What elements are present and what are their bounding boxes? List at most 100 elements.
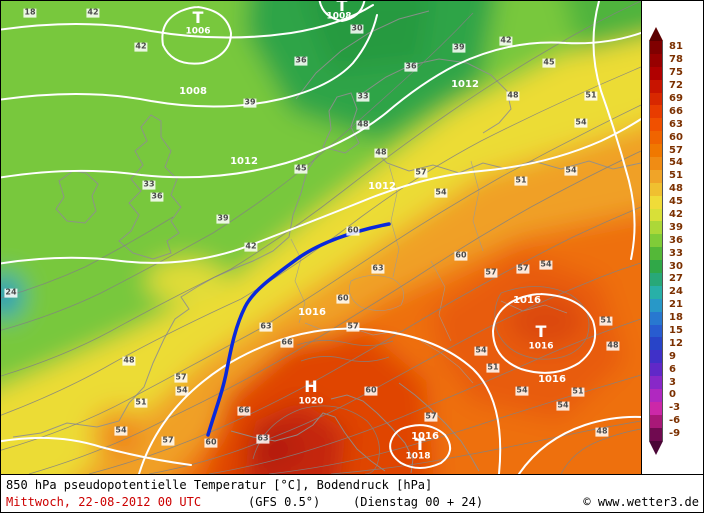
weather-map-svg — [1, 1, 641, 474]
isotherm-label: 48 — [506, 90, 520, 101]
pressure-system-value: 1006 — [185, 26, 211, 37]
isotherm-label: 42 — [499, 35, 513, 46]
colorbar-segment — [650, 376, 662, 390]
isotherm-label: 57 — [484, 267, 498, 278]
isotherm-label: 24 — [4, 287, 18, 298]
colorbar-segments — [649, 41, 663, 441]
isotherm-label: 60 — [336, 293, 350, 304]
colorbar-segment — [650, 337, 662, 351]
isotherm-label: 45 — [294, 163, 308, 174]
isotherm-contours — [1, 1, 641, 474]
isotherm-label: 57 — [414, 167, 428, 178]
isotherm-label: 39 — [243, 97, 257, 108]
colorbar-segment — [650, 66, 662, 80]
colorbar-segment — [650, 234, 662, 248]
isotherm-label: 39 — [216, 213, 230, 224]
colorbar: 81 78 75 72 69 66 63 60 57 54 51 48 45 42 39 36 33 30 27 24… — [649, 27, 703, 455]
colorbar-segment — [650, 389, 662, 402]
isotherm-label: 51 — [134, 397, 148, 408]
isotherm-label: 54 — [564, 165, 578, 176]
colorbar-label: 30 — [669, 260, 683, 272]
colorbar-segment — [650, 298, 662, 312]
colorbar-label: 3 — [669, 376, 676, 388]
isotherm-label: 36 — [294, 55, 308, 66]
isotherm-label: 48 — [606, 340, 620, 351]
isotherm-label: 54 — [574, 117, 588, 128]
colorbar-label: 42 — [669, 209, 683, 221]
pressure-system-value: 1020 — [298, 396, 324, 407]
isotherm-label: 60 — [346, 225, 360, 236]
colorbar-label: 18 — [669, 312, 683, 324]
pressure-system-value: 1008 — [326, 11, 352, 22]
colorbar-segment — [650, 427, 662, 441]
colorbar-segment — [650, 144, 662, 158]
pressure-system-value: 1018 — [405, 451, 431, 462]
isobar-label: 1008 — [179, 86, 207, 97]
isobar-label: 1012 — [230, 156, 258, 167]
colorbar-segment — [650, 53, 662, 67]
colorbar-segment — [650, 363, 662, 377]
colorbar-label: 6 — [669, 363, 676, 375]
isotherm-label: 57 — [174, 372, 188, 383]
colorbar-label: 60 — [669, 131, 683, 143]
pressure-system-symbol: H — [304, 377, 318, 396]
colorbar-segment — [650, 350, 662, 364]
isotherm-label: 66 — [237, 405, 251, 416]
isobar-label: 1016 — [538, 374, 566, 385]
isotherm-label: 48 — [595, 426, 609, 437]
colorbar-segment — [650, 285, 662, 299]
colorbar-label: 63 — [669, 118, 683, 130]
isotherm-label: 45 — [542, 57, 556, 68]
isotherm-label: 48 — [122, 355, 136, 366]
isotherm-label: 33 — [356, 91, 370, 102]
isotherm-label: 51 — [514, 175, 528, 186]
colorbar-label: 24 — [669, 286, 683, 298]
colorbar-label: 78 — [669, 54, 683, 66]
isotherm-label: 63 — [256, 433, 270, 444]
isotherm-label: 60 — [454, 250, 468, 261]
isotherm-label: 57 — [346, 321, 360, 332]
colorbar-label: 15 — [669, 325, 683, 337]
colorbar-segment — [650, 221, 662, 235]
model-name: (GFS 0.5°) — [248, 495, 321, 509]
pressure-system-value: 1016 — [528, 341, 554, 352]
isotherm-label: 36 — [404, 61, 418, 72]
colorbar-label: -6 — [669, 415, 681, 427]
colorbar-segment — [650, 92, 662, 106]
colorbar-segment — [650, 311, 662, 325]
coastlines — [12, 10, 641, 474]
isotherm-label: 51 — [584, 90, 598, 101]
colorbar-arrow-up-icon — [649, 27, 663, 41]
colorbar-arrow-down-icon — [649, 440, 663, 455]
colorbar-label: 9 — [669, 350, 676, 362]
isotherm-label: 18 — [23, 7, 37, 18]
isotherm-label: 54 — [515, 385, 529, 396]
colorbar-label: 36 — [669, 234, 683, 246]
colorbar-segment — [650, 118, 662, 132]
isotherm-label: 51 — [571, 386, 585, 397]
isotherm-label: 36 — [150, 191, 164, 202]
colorbar-labels: 81 78 75 72 69 66 63 60 57 54 51 48 45 42 39 36 33 30 27 24… — [669, 41, 683, 441]
colorbar-label: 21 — [669, 299, 683, 311]
isotherm-label: 42 — [134, 41, 148, 52]
colorbar-segment — [650, 247, 662, 261]
colorbar-segment — [650, 79, 662, 93]
isobar-label: 1016 — [298, 307, 326, 318]
colorbar-label: 45 — [669, 196, 683, 208]
isotherm-label: 57 — [424, 411, 438, 422]
isotherm-label: 63 — [371, 263, 385, 274]
isotherm-label: 48 — [356, 119, 370, 130]
isotherm-label: 57 — [516, 263, 530, 274]
isotherm-label: 54 — [556, 400, 570, 411]
colorbar-segment — [650, 195, 662, 209]
isobar-label: 1012 — [368, 181, 396, 192]
isotherm-label: 39 — [452, 42, 466, 53]
pressure-system-symbol: T — [192, 8, 204, 27]
pressure-system-symbol: T — [414, 435, 426, 454]
isotherm-label: 66 — [280, 337, 294, 348]
isotherm-label: 54 — [539, 259, 553, 270]
colorbar-segment — [650, 273, 662, 286]
isotherm-label: 54 — [175, 385, 189, 396]
colorbar-segment — [650, 105, 662, 119]
colorbar-label: 48 — [669, 183, 683, 195]
